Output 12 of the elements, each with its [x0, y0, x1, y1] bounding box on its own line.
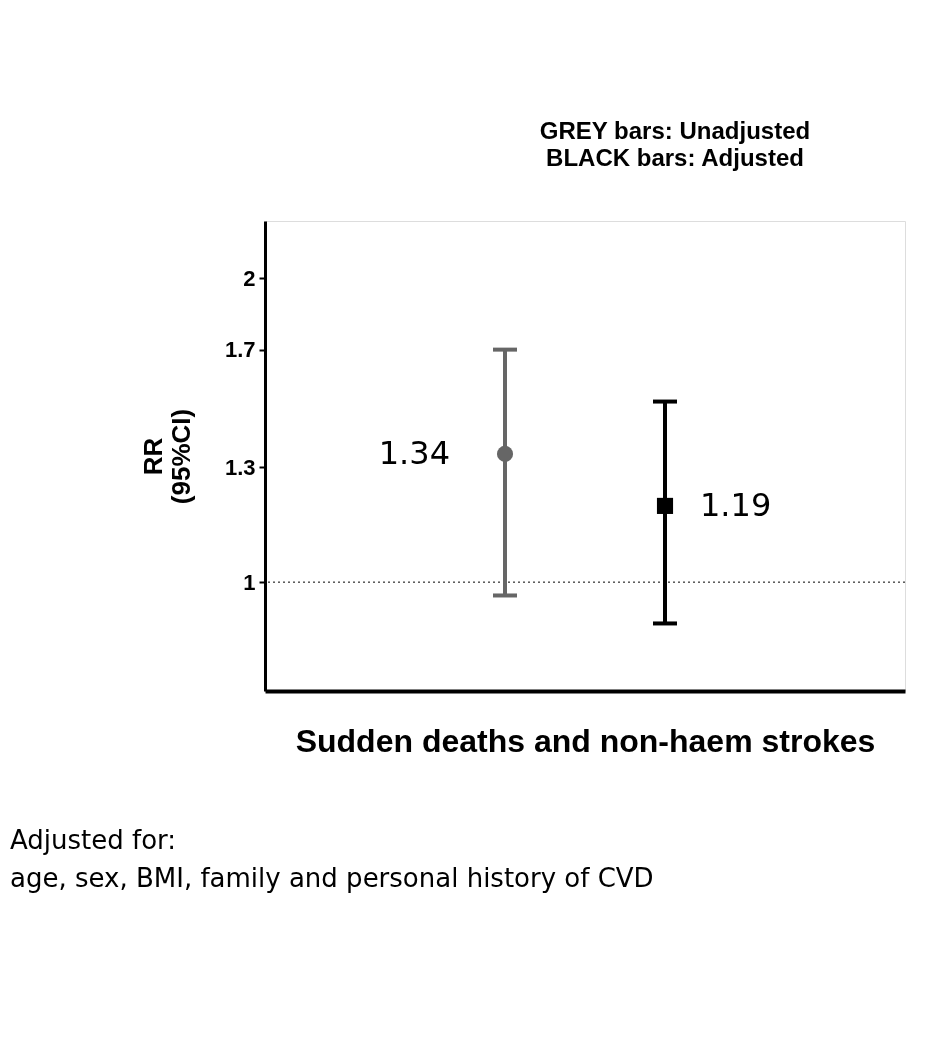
data-label: 1.19 — [700, 485, 772, 524]
y-tick-label: 1 — [243, 569, 256, 595]
text: age, sex, BMI, family and personal history of CVD — [10, 863, 654, 893]
y-tick-label: 1.7 — [224, 337, 256, 363]
y-tick-label: 1.3 — [224, 454, 256, 480]
data-label: 1.34 — [378, 433, 450, 472]
y-tick-label: 2 — [243, 265, 256, 291]
chart-subtitle: BLACK bars: Adjusted — [546, 144, 804, 171]
text: Adjusted for: — [10, 825, 177, 855]
y-axis-title: RR (95%CI) — [137, 408, 196, 505]
x-axis-title: Sudden deaths and non-haem strokes — [295, 722, 876, 759]
chart-title: GREY bars: Unadjusted — [539, 117, 811, 144]
